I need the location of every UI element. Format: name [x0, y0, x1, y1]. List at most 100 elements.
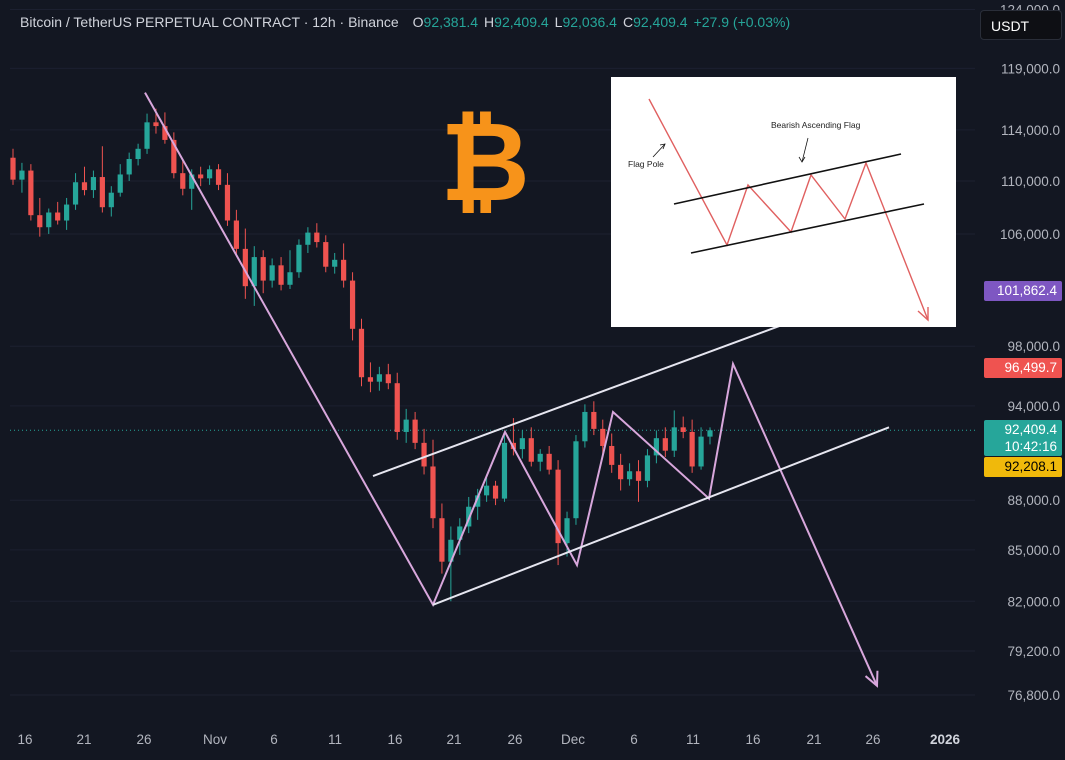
candle-body [233, 220, 239, 249]
pattern-zigzag [144, 92, 878, 687]
candle [46, 208, 52, 234]
inset-title: Bearish Ascending Flag [771, 120, 861, 130]
candle-body [305, 232, 311, 245]
candle [680, 416, 686, 439]
candle-body [385, 374, 391, 384]
candle-body [341, 259, 347, 281]
candle [519, 430, 525, 459]
price-axis-label: 76,800.0 [1007, 688, 1060, 703]
symbol-title: Bitcoin / TetherUS PERPETUAL CONTRACT · … [20, 14, 399, 30]
candle [555, 460, 561, 566]
price-axis-label: 106,000.0 [1000, 227, 1060, 242]
candle-body [81, 182, 88, 191]
candle [492, 480, 499, 506]
candle-body [64, 204, 70, 221]
candle [475, 488, 481, 520]
candle [609, 433, 615, 473]
candle-body [671, 427, 677, 451]
candle-body [19, 170, 25, 180]
close-value: 92,409.4 [633, 14, 688, 30]
candle [278, 257, 284, 291]
candle-body [626, 471, 633, 480]
candle-body [126, 159, 132, 175]
price-axis-label: 98,000.0 [1007, 339, 1060, 354]
time-axis-label: 11 [686, 732, 700, 747]
candle-body [28, 170, 34, 216]
candle [260, 250, 266, 294]
candle-body [519, 438, 525, 450]
candle-body [564, 518, 570, 544]
candle-body [153, 122, 159, 127]
candle [224, 173, 231, 226]
candle-body [323, 242, 329, 267]
candle [689, 419, 695, 473]
candle [296, 239, 302, 278]
candle-body [528, 438, 534, 462]
candle-body [403, 419, 409, 432]
candle [528, 427, 534, 467]
candle-body [10, 157, 16, 180]
candle [90, 170, 97, 198]
inset-lower-line [690, 203, 925, 254]
candle-body [251, 257, 257, 287]
price-tag-red: 96,499.7 [984, 358, 1062, 379]
time-axis-label: 11 [328, 732, 342, 747]
candle-body [698, 436, 704, 467]
price-axis-label: 82,000.0 [1007, 594, 1060, 609]
open-value: 92,381.4 [423, 14, 479, 30]
candle-body [448, 539, 454, 562]
candle [573, 435, 579, 525]
candle-body [439, 518, 445, 562]
candle [332, 252, 338, 274]
candle [403, 408, 409, 443]
time-axis-label: 6 [630, 732, 638, 747]
candle [99, 146, 105, 213]
candle-body [430, 466, 436, 519]
price-axis-label: 114,000.0 [1001, 123, 1060, 138]
candle [108, 186, 114, 217]
symbol-header: Bitcoin / TetherUS PERPETUAL CONTRACT · … [20, 14, 790, 34]
open-label: O [412, 14, 424, 30]
price-axis-label: 85,000.0 [1007, 543, 1060, 558]
candle-body [72, 182, 79, 205]
low-value: 92,036.4 [562, 14, 617, 30]
inset-pole-label: Flag Pole [628, 159, 664, 169]
candle-body [582, 411, 588, 442]
candle [501, 435, 508, 502]
inset-pole-arrow [652, 143, 666, 158]
candle-body [635, 471, 642, 481]
candle [242, 228, 248, 299]
high-label: H [484, 14, 495, 30]
candle-body [46, 212, 52, 228]
candle-body [484, 485, 490, 496]
candle-body [680, 427, 686, 432]
candle-body [707, 430, 713, 437]
candle-body [573, 441, 579, 519]
currency-button[interactable]: USDT [980, 10, 1062, 40]
candle-body [198, 174, 204, 179]
candle-body [618, 464, 624, 480]
price-axis: 132,000.0128,000.0124,000.0119,000.0114,… [1000, 3, 1060, 703]
candle-body [332, 259, 338, 267]
candle-body [260, 257, 266, 281]
price-axis-label: 79,200.0 [1007, 644, 1060, 659]
candle [251, 246, 257, 306]
time-axis-label: 16 [387, 732, 402, 747]
candle-body [555, 469, 561, 544]
price-axis-label: 119,000.0 [1001, 61, 1060, 76]
candle [323, 235, 329, 273]
candle-body [90, 177, 97, 191]
bitcoin-logo-icon: ₿ [440, 105, 530, 225]
candle [37, 197, 43, 237]
candle [144, 113, 150, 154]
candle [421, 428, 427, 475]
candle [698, 427, 704, 470]
candle [457, 518, 463, 555]
time-axis-label: 21 [76, 732, 91, 747]
candle [305, 227, 311, 253]
candle [126, 152, 132, 181]
candle [180, 160, 186, 196]
candle-body [689, 431, 695, 467]
candle [618, 453, 624, 491]
